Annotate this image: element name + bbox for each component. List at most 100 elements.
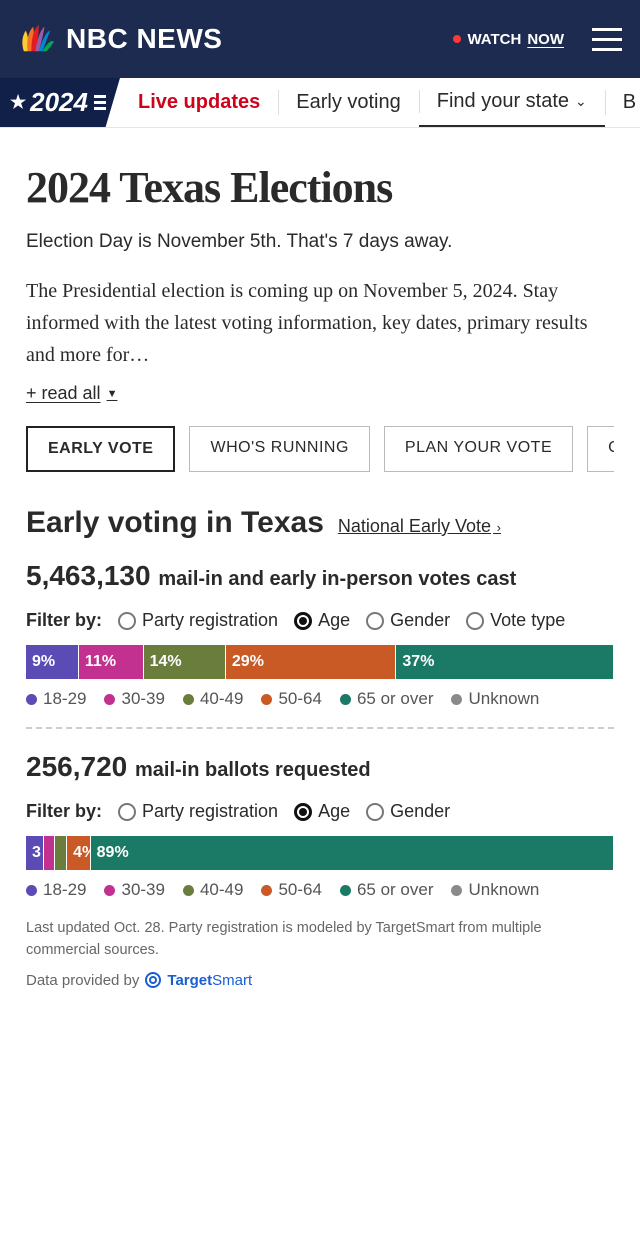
legend-dot-icon <box>104 694 115 705</box>
radio-icon <box>466 612 484 630</box>
legend-item-65+: 65 or over <box>340 880 434 900</box>
chevron-down-icon: ⌄ <box>575 93 587 110</box>
filter-party-registration[interactable]: Party registration <box>118 610 278 631</box>
legend-dot-icon <box>451 885 462 896</box>
votes-cast-label: mail-in and early in-person votes cast <box>158 568 516 590</box>
national-early-vote-link[interactable]: National Early Vote › <box>338 516 501 537</box>
nav-item-b[interactable]: B <box>605 78 640 127</box>
filter-age[interactable]: Age <box>294 610 350 631</box>
legend-item-30-39: 30-39 <box>104 880 164 900</box>
nav-items: Live updatesEarly votingFind your state⌄… <box>120 78 640 127</box>
legend-label: 18-29 <box>43 689 86 709</box>
bar-segment-30-39 <box>44 836 56 870</box>
filter-option-label: Age <box>318 801 350 822</box>
page-title: 2024 Texas Elections <box>26 162 614 213</box>
targetsmart-icon <box>145 972 161 988</box>
legend-item-50-64: 50-64 <box>261 689 321 709</box>
filter-option-label: Gender <box>390 801 450 822</box>
legend-dot-icon <box>26 885 37 896</box>
legend-label: 30-39 <box>121 689 164 709</box>
filter-label: Filter by: <box>26 801 102 822</box>
bar-segment-65+: 89% <box>91 836 614 870</box>
legend-item-30-39: 30-39 <box>104 689 164 709</box>
legend-label: 65 or over <box>357 689 434 709</box>
legend-label: 30-39 <box>121 880 164 900</box>
filter-option-label: Party registration <box>142 801 278 822</box>
provider-name[interactable]: TargetSmart <box>167 972 252 989</box>
legend-label: Unknown <box>468 880 539 900</box>
peacock-icon <box>18 23 56 55</box>
watch-now-link[interactable]: WATCH NOW <box>453 31 564 48</box>
radio-icon <box>294 612 312 630</box>
legend-item-40-49: 40-49 <box>183 880 243 900</box>
tab-plan-your-vote[interactable]: PLAN YOUR VOTE <box>384 426 573 472</box>
legend-dot-icon <box>261 694 272 705</box>
legend-dot-icon <box>183 694 194 705</box>
stripes-icon <box>94 95 106 110</box>
legend-dot-icon <box>183 885 194 896</box>
filter-gender[interactable]: Gender <box>366 801 450 822</box>
legend-label: 50-64 <box>278 689 321 709</box>
nav-item-early-voting[interactable]: Early voting <box>278 78 419 127</box>
legend-label: 65 or over <box>357 880 434 900</box>
mail-label: mail-in ballots requested <box>135 759 371 781</box>
data-footnote: Last updated Oct. 28. Party registration… <box>26 918 614 962</box>
legend-item-18-29: 18-29 <box>26 880 86 900</box>
legend-dot-icon <box>104 885 115 896</box>
legend-label: Unknown <box>468 689 539 709</box>
legend-item-18-29: 18-29 <box>26 689 86 709</box>
legend-item-50-64: 50-64 <box>261 880 321 900</box>
legend-item-unknown: Unknown <box>451 689 539 709</box>
bar-segment-50-64: 29% <box>226 645 397 679</box>
legend-label: 18-29 <box>43 880 86 900</box>
bar-segment-65+: 37% <box>396 645 614 679</box>
header-right: WATCH NOW <box>453 28 622 51</box>
radio-icon <box>366 803 384 821</box>
bar-segment-18-29: 3 <box>26 836 44 870</box>
filter-option-label: Gender <box>390 610 450 631</box>
chevron-down-icon: ▼ <box>107 388 118 400</box>
radio-icon <box>366 612 384 630</box>
filter-vote-type[interactable]: Vote type <box>466 610 565 631</box>
legend-dot-icon <box>451 694 462 705</box>
tab-curr[interactable]: CURR <box>587 426 614 472</box>
radio-icon <box>118 612 136 630</box>
nav-item-live-updates[interactable]: Live updates <box>120 78 278 127</box>
menu-icon[interactable] <box>592 28 622 51</box>
legend-dot-icon <box>340 885 351 896</box>
legend-item-65+: 65 or over <box>340 689 434 709</box>
page-description: The Presidential election is coming up o… <box>26 275 614 371</box>
bar-segment-18-29: 9% <box>26 645 79 679</box>
legend-dot-icon <box>26 694 37 705</box>
mail-legend: 18-29 30-39 40-49 50-64 65 or over Unknown <box>26 880 614 900</box>
filter-option-label: Vote type <box>490 610 565 631</box>
provided-label: Data provided by <box>26 972 139 989</box>
mail-filter-row: Filter by: Party registration Age Gender <box>26 801 614 822</box>
radio-icon <box>294 803 312 821</box>
early-voting-title: Early voting in Texas <box>26 506 324 540</box>
brand-text: NBC NEWS <box>66 23 222 55</box>
filter-option-label: Age <box>318 610 350 631</box>
chevron-right-icon: › <box>493 520 501 535</box>
filter-option-label: Party registration <box>142 610 278 631</box>
filter-party-registration[interactable]: Party registration <box>118 801 278 822</box>
votes-cast-number: 5,463,130 <box>26 560 151 591</box>
tab-who-s-running[interactable]: WHO'S RUNNING <box>189 426 369 472</box>
legend-dot-icon <box>261 885 272 896</box>
read-all-toggle[interactable]: + read all ▼ <box>26 383 117 404</box>
radio-icon <box>118 803 136 821</box>
bar-segment-40-49 <box>55 836 67 870</box>
bar-segment-40-49: 14% <box>144 645 226 679</box>
filter-gender[interactable]: Gender <box>366 610 450 631</box>
cast-filter-row: Filter by:Party registrationAgeGenderVot… <box>26 610 614 631</box>
logo-group[interactable]: NBC NEWS <box>18 23 222 55</box>
read-all-label: + read all <box>26 383 101 404</box>
badge-year: 2024 <box>30 87 88 118</box>
watch-now-text: NOW <box>527 31 564 48</box>
tab-early-vote[interactable]: EARLY VOTE <box>26 426 175 472</box>
nav-item-find-your-state[interactable]: Find your state⌄ <box>419 78 605 127</box>
cast-age-bar: 9%11%14%29%37% <box>26 645 614 679</box>
cast-legend: 18-2930-3940-4950-6465 or overUnknown <box>26 689 614 709</box>
year-badge[interactable]: ★ 2024 <box>0 78 120 127</box>
filter-age[interactable]: Age <box>294 801 350 822</box>
